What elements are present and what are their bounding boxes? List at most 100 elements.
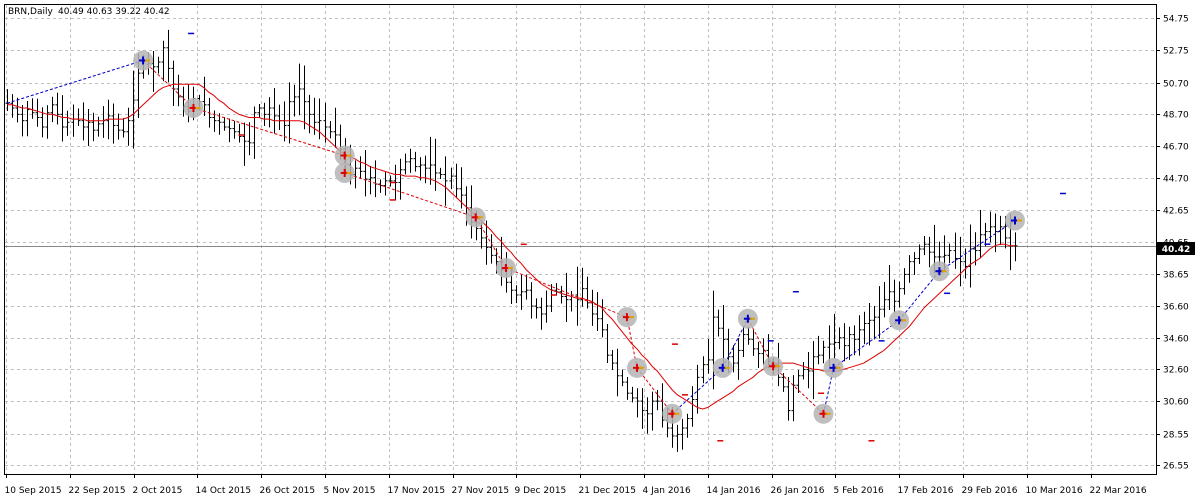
- ohlc-bar: [45, 105, 50, 139]
- ohlc-bars: [5, 29, 1018, 452]
- pivot-markers: [133, 32, 1066, 442]
- ohlc-bar: [968, 224, 973, 288]
- ohlc-bar: [907, 255, 912, 283]
- pivot-marker: [465, 207, 527, 246]
- pivot-marker: [737, 290, 799, 329]
- date-tick-label: 27 Nov 2015: [452, 486, 510, 496]
- date-tick-label: 10 Sep 2015: [5, 486, 62, 496]
- ohlc-bar: [922, 235, 927, 256]
- ohlc-bar: [60, 95, 65, 142]
- price-tick-label: 44.70: [1163, 175, 1189, 185]
- ohlc-bar: [126, 107, 131, 146]
- ohlc-bar: [287, 82, 292, 144]
- moving-average-line: [7, 83, 1015, 410]
- time-axis: 10 Sep 2015 22 Sep 2015 2 Oct 2015 14 Oct 2…: [5, 474, 1147, 496]
- ohlc-bar: [20, 105, 25, 137]
- zigzag-segment: [142, 60, 194, 109]
- ohlc-bar: [413, 151, 418, 172]
- date-tick-label: 17 Nov 2015: [388, 486, 446, 496]
- price-tick-label: 46.70: [1163, 143, 1189, 153]
- ohlc-bar: [76, 108, 81, 126]
- zigzag-segment: [772, 365, 824, 415]
- ohlc-bar: [156, 56, 161, 74]
- ohlc-bar: [701, 356, 706, 384]
- ohlc-bar: [640, 388, 645, 429]
- date-tick-label: 4 Jan 2016: [643, 486, 691, 496]
- ohlc-bar: [81, 102, 86, 141]
- ohlc-bar: [917, 244, 922, 265]
- ohlc-bar: [897, 281, 902, 308]
- ohlc-bar: [252, 106, 257, 159]
- ohlc-bar: [408, 148, 413, 173]
- ohlc-bar: [816, 335, 821, 365]
- ohlc-bar: [433, 138, 438, 191]
- ohlc-bar: [635, 388, 640, 418]
- ohlc-bar: [564, 272, 569, 322]
- ohlc-bar: [958, 236, 963, 287]
- pivot-marker: [929, 243, 991, 282]
- ohlc-bar: [65, 110, 70, 136]
- zigzag-segment: [671, 367, 724, 415]
- ohlc-bar: [30, 98, 35, 119]
- zigzag-segment: [344, 172, 476, 218]
- ma-path: [7, 83, 1015, 410]
- ohlc-bar: [847, 326, 852, 360]
- date-tick-label: 2 Oct 2015: [133, 486, 183, 496]
- chart-title: BRN,Daily 40.49 40.63 39.22 40.42: [8, 7, 170, 17]
- price-tick-label: 38.65: [1163, 271, 1189, 281]
- pivot-marker: [813, 403, 875, 442]
- ohlc-bar: [786, 377, 791, 421]
- ohlc-bar: [983, 222, 988, 247]
- price-tick-label: 42.65: [1163, 207, 1189, 217]
- ohlc-bar: [10, 94, 15, 118]
- ohlc-bar: [383, 172, 388, 196]
- ohlc-bar: [378, 179, 383, 193]
- ohlc-bar: [328, 121, 333, 139]
- symbol-label: BRN,Daily: [8, 7, 53, 17]
- ohlc-bar: [912, 252, 917, 275]
- pivot-marker: [334, 145, 396, 184]
- ohlc-bar: [796, 369, 801, 393]
- ohlc-bar: [333, 107, 338, 148]
- date-tick-label: 10 Mar 2016: [1026, 486, 1083, 496]
- ohlc-bar: [292, 84, 297, 117]
- ohlc-bar: [988, 211, 993, 243]
- ohlc-bar: [781, 373, 786, 392]
- ohlc-bar: [373, 160, 378, 198]
- ohlc-bar: [580, 267, 585, 307]
- ohlc-bar: [706, 338, 711, 374]
- ohlc-bar: [423, 155, 428, 184]
- ohlc-bar: [71, 104, 76, 137]
- ohlc-bar: [368, 165, 373, 195]
- ohlc-bar: [690, 386, 695, 427]
- ohlc-bar: [660, 383, 665, 428]
- ohlc-bar: [821, 340, 826, 364]
- ohlc-bar: [131, 70, 136, 149]
- ohlc-bar: [222, 117, 227, 131]
- ohlc-bar: [459, 167, 464, 209]
- ohlc-bar: [363, 150, 368, 197]
- pivot-marker: [183, 97, 245, 136]
- ohlc-bar: [887, 264, 892, 310]
- ohlc-bar: [212, 110, 217, 132]
- ohlc-bar: [91, 112, 96, 142]
- ohlc-bar: [398, 158, 403, 200]
- date-tick-label: 17 Feb 2016: [898, 486, 954, 496]
- pivot-marker: [1005, 192, 1066, 231]
- ohlc-bar: [650, 391, 655, 431]
- ohlc-bar: [524, 274, 529, 300]
- ohlc-bar: [862, 311, 867, 345]
- ohlc-bar: [237, 123, 242, 143]
- ohlc-bar: [978, 209, 983, 259]
- ohlc-bar: [746, 326, 751, 345]
- ohlc-bar: [96, 116, 101, 137]
- ohlc-bar: [801, 361, 806, 380]
- pivot-marker: [889, 292, 951, 331]
- ohlc-bar: [539, 297, 544, 330]
- ohlc-bar: [529, 282, 534, 319]
- ohlc-bar: [998, 215, 1003, 245]
- ohlc-bar: [695, 364, 700, 414]
- ohlc-bar: [489, 234, 494, 264]
- ohlc-bar: [202, 76, 207, 117]
